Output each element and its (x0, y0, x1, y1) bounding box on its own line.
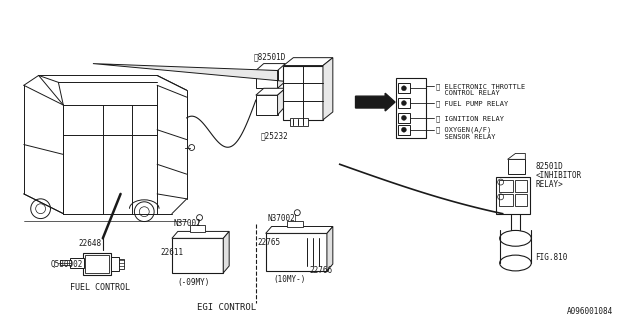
Text: CONTROL RELAY: CONTROL RELAY (435, 90, 499, 96)
Bar (111, 257, 118, 271)
Text: FUEL CONTROL: FUEL CONTROL (70, 283, 130, 292)
Text: EGI CONTROL: EGI CONTROL (196, 302, 256, 311)
Text: ① FUEL PUMP RELAY: ① FUEL PUMP RELAY (435, 100, 508, 107)
Bar (291, 118, 308, 126)
Text: ②25232: ②25232 (260, 132, 289, 141)
Text: ② IGNITION RELAY: ② IGNITION RELAY (435, 115, 504, 122)
Circle shape (401, 86, 406, 91)
Text: A096001084: A096001084 (567, 308, 613, 316)
Text: 22765: 22765 (258, 238, 281, 247)
Bar (256, 95, 278, 115)
Text: (-09MY): (-09MY) (178, 278, 210, 287)
Bar (118, 259, 124, 269)
Polygon shape (323, 58, 333, 120)
Text: 22648: 22648 (78, 239, 101, 248)
Bar (85, 255, 109, 273)
Bar (284, 66, 323, 120)
Bar (256, 70, 278, 88)
Polygon shape (256, 64, 285, 70)
Bar (515, 180, 527, 192)
Text: FIG.810: FIG.810 (535, 253, 568, 262)
Text: ①82501D: ①82501D (254, 53, 286, 62)
Polygon shape (93, 64, 285, 88)
Text: N37002: N37002 (174, 219, 202, 228)
Text: RELAY>: RELAY> (535, 180, 563, 189)
Polygon shape (266, 227, 333, 233)
Text: <INHIBITOR: <INHIBITOR (535, 171, 582, 180)
Bar (70, 258, 84, 268)
Text: 22611: 22611 (160, 248, 183, 257)
Bar (499, 180, 513, 192)
Bar (398, 83, 410, 93)
Text: SENSOR RELAY: SENSOR RELAY (435, 134, 495, 140)
Bar (83, 253, 111, 275)
Bar (60, 260, 71, 265)
Polygon shape (284, 58, 333, 66)
Polygon shape (278, 88, 285, 115)
Bar (508, 159, 525, 174)
Bar (398, 125, 410, 135)
Circle shape (401, 100, 406, 106)
Bar (398, 98, 410, 108)
Bar (398, 113, 410, 123)
Polygon shape (327, 227, 333, 271)
Polygon shape (172, 231, 229, 238)
FancyArrow shape (356, 93, 395, 111)
Circle shape (401, 127, 406, 132)
Polygon shape (256, 88, 285, 95)
Text: 82501D: 82501D (535, 162, 563, 171)
Bar (396, 78, 426, 138)
Text: 22766: 22766 (309, 266, 332, 275)
Polygon shape (223, 231, 229, 273)
Text: N37002: N37002 (268, 214, 296, 223)
Text: (10MY-): (10MY-) (273, 275, 306, 284)
Polygon shape (496, 177, 531, 214)
Text: ② OXYGEN(A/F): ② OXYGEN(A/F) (435, 127, 491, 133)
Bar (287, 220, 303, 228)
Polygon shape (172, 238, 223, 273)
Bar (189, 226, 205, 232)
Text: ① ELECTRONIC THROTTLE: ① ELECTRONIC THROTTLE (435, 83, 525, 90)
Bar (499, 194, 513, 206)
Polygon shape (266, 233, 327, 271)
Text: Q580002: Q580002 (51, 260, 83, 269)
Bar (515, 194, 527, 206)
Circle shape (401, 116, 406, 120)
Polygon shape (508, 153, 525, 159)
